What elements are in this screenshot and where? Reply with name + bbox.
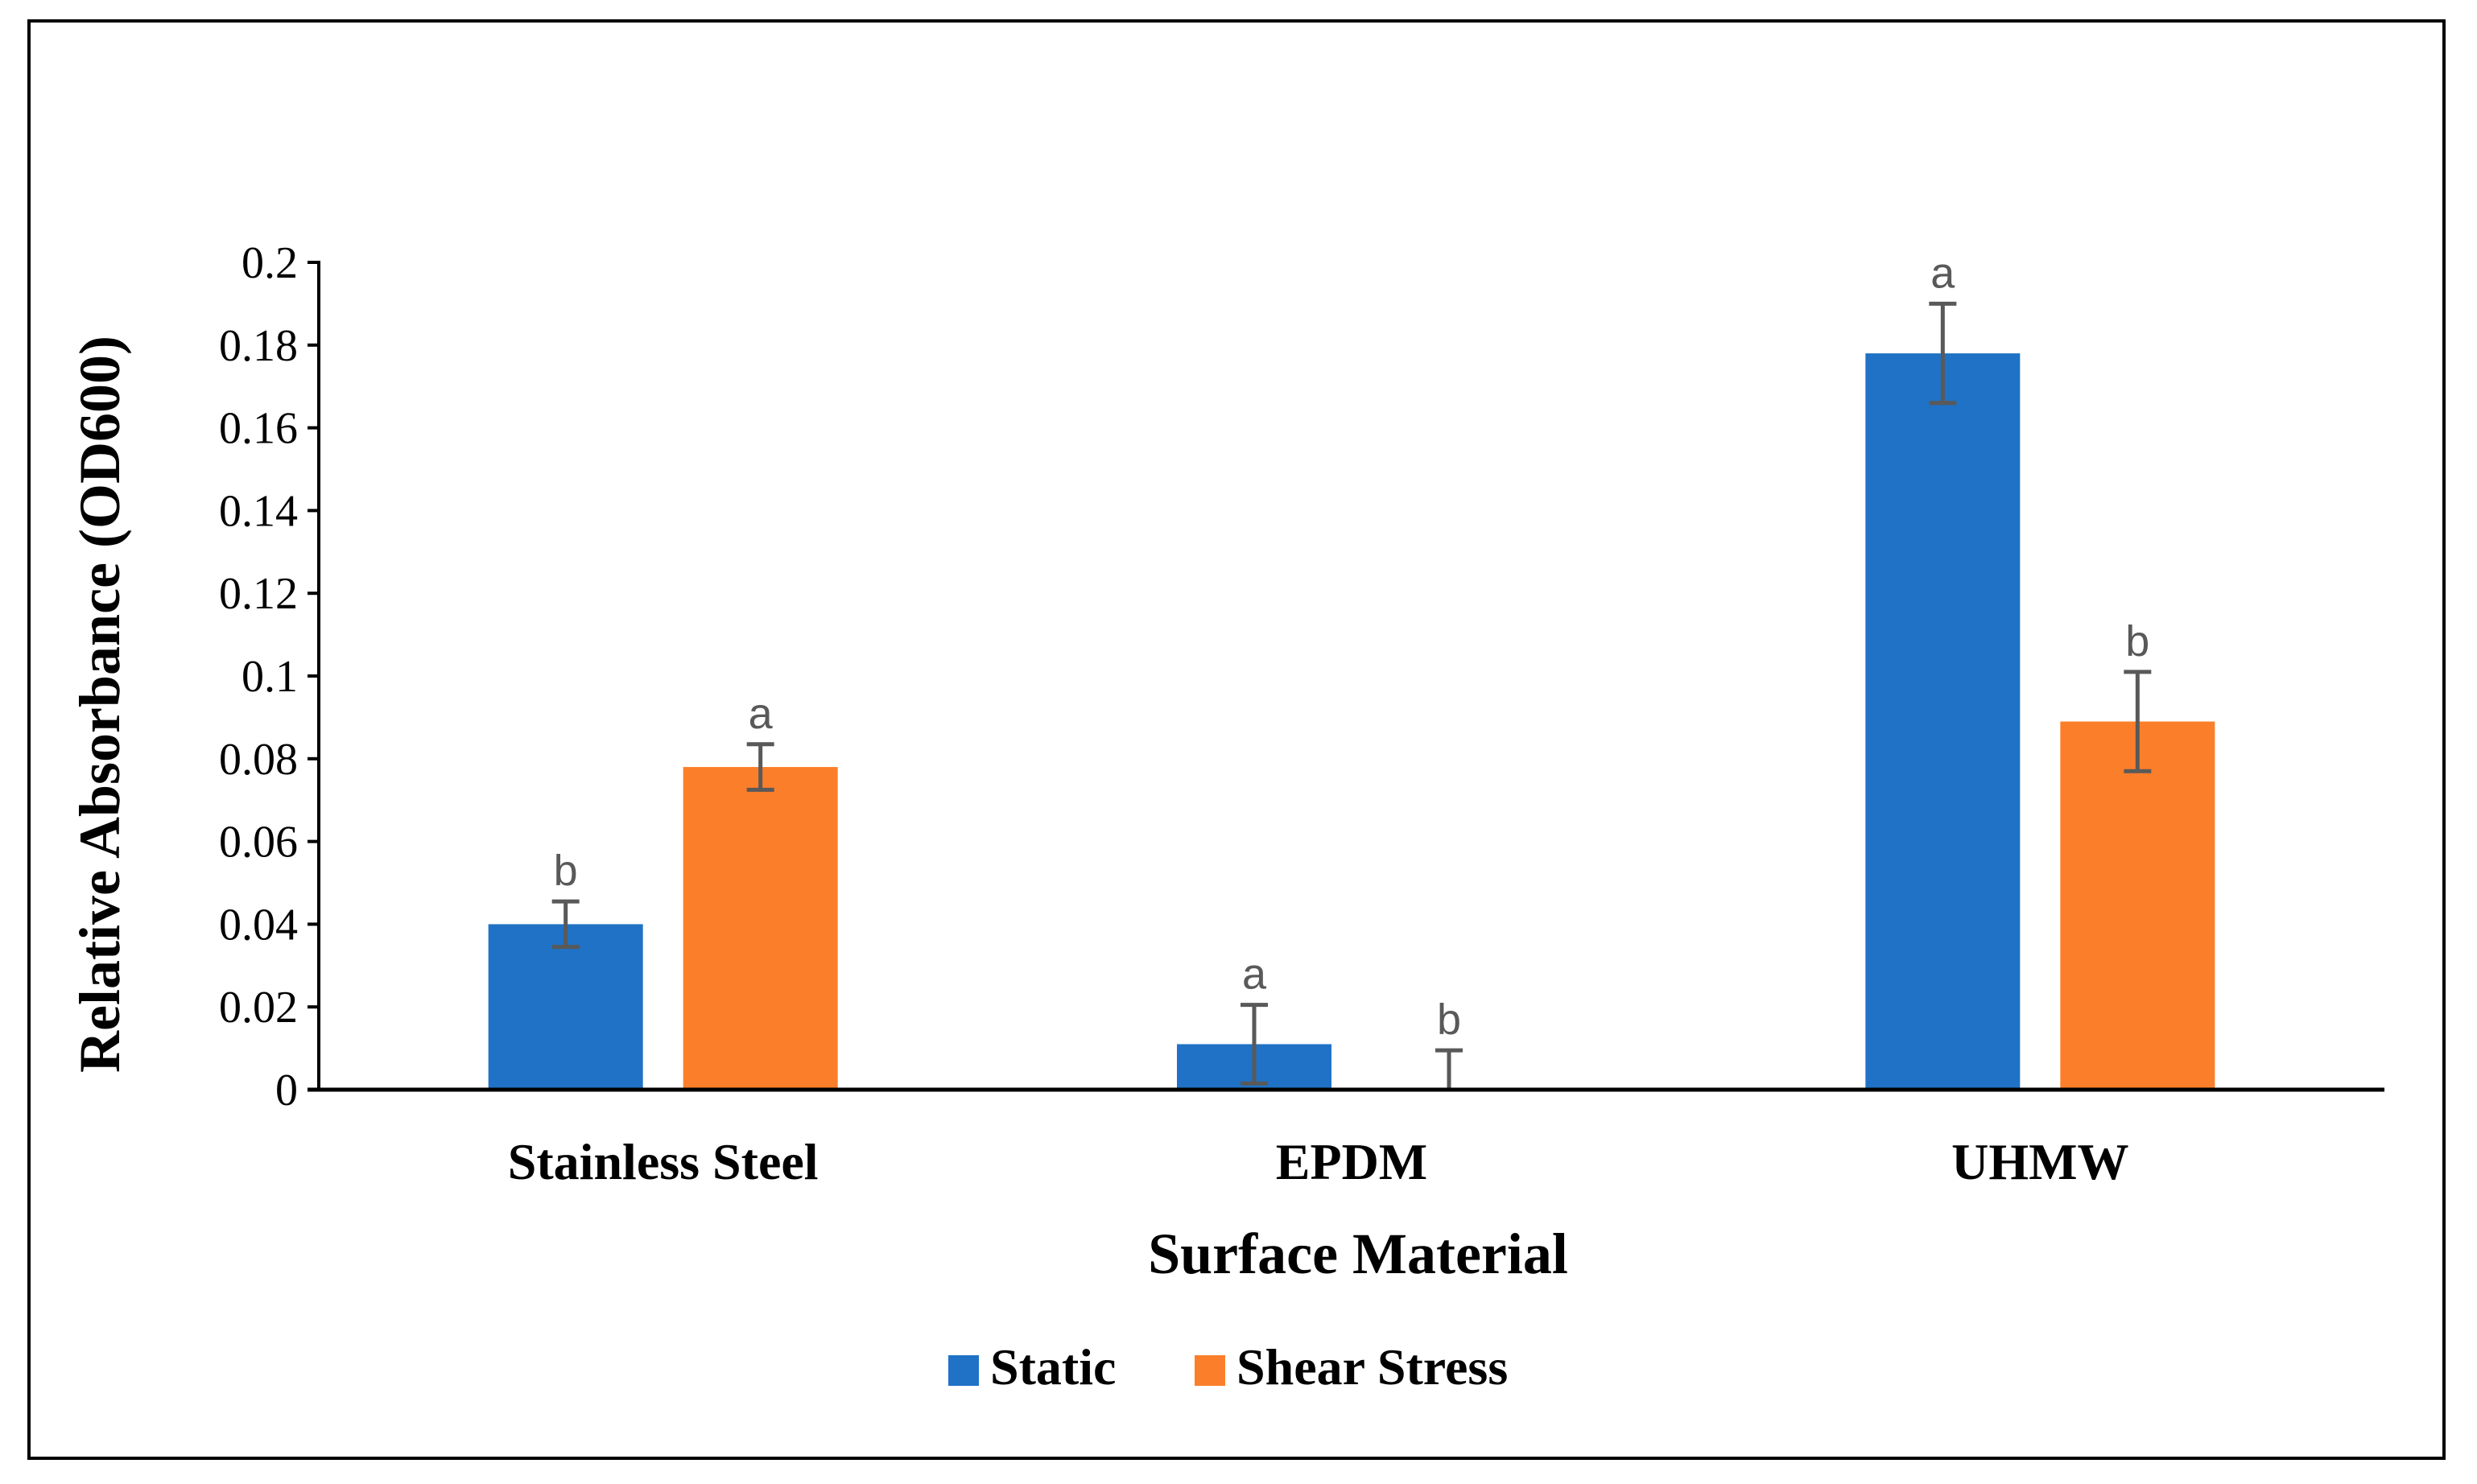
- bar: [1865, 353, 2021, 1090]
- y-axis-ticks: 0 0.02 0.04 0.06 0.08 0.1 0.12 0.14 0.16 0.18 0.2: [219, 238, 319, 1115]
- y-tick-label: 0: [275, 1066, 298, 1115]
- bar: [683, 767, 838, 1090]
- significance-label: a: [1930, 249, 1955, 297]
- axes: [308, 261, 2384, 1092]
- y-tick-label: 0.16: [219, 404, 298, 454]
- x-axis-title: Surface Material: [1148, 1222, 1568, 1286]
- y-tick-label: 0.1: [242, 652, 298, 702]
- bar: [2060, 721, 2215, 1090]
- legend: Static Shear Stress: [948, 1338, 1508, 1395]
- legend-label: Static: [990, 1338, 1116, 1395]
- significance-label: b: [1437, 996, 1461, 1044]
- category-labels: Stainless Steel EPDM UHMW: [508, 1133, 2129, 1190]
- y-tick-label: 0.08: [219, 735, 298, 785]
- bar: [488, 924, 643, 1090]
- y-tick-label: 0.14: [219, 486, 298, 536]
- legend-swatch: [948, 1355, 979, 1386]
- significance-label: b: [2125, 617, 2149, 666]
- y-tick-label: 0.12: [219, 569, 298, 619]
- category-label: Stainless Steel: [508, 1133, 819, 1190]
- category-label: EPDM: [1276, 1133, 1427, 1190]
- error-bars: [551, 301, 2152, 1090]
- y-tick-label: 0.06: [219, 818, 298, 868]
- significance-label: a: [749, 690, 774, 738]
- y-tick-label: 0.02: [219, 983, 298, 1033]
- significance-label: b: [554, 847, 578, 895]
- legend-label: Shear Stress: [1236, 1338, 1508, 1395]
- y-tick-label: 0.04: [219, 900, 298, 950]
- y-tick-label: 0.2: [242, 238, 298, 288]
- y-axis-title: Relative Absorbance (OD600): [68, 336, 132, 1073]
- y-tick-label: 0.18: [219, 321, 298, 371]
- bars: [488, 353, 2215, 1090]
- chart-frame: [27, 19, 2446, 1460]
- category-label: UHMW: [1951, 1133, 2128, 1190]
- legend-swatch: [1195, 1355, 1225, 1386]
- significance-labels: b a a b a b: [554, 249, 2150, 1044]
- significance-label: a: [1242, 950, 1267, 999]
